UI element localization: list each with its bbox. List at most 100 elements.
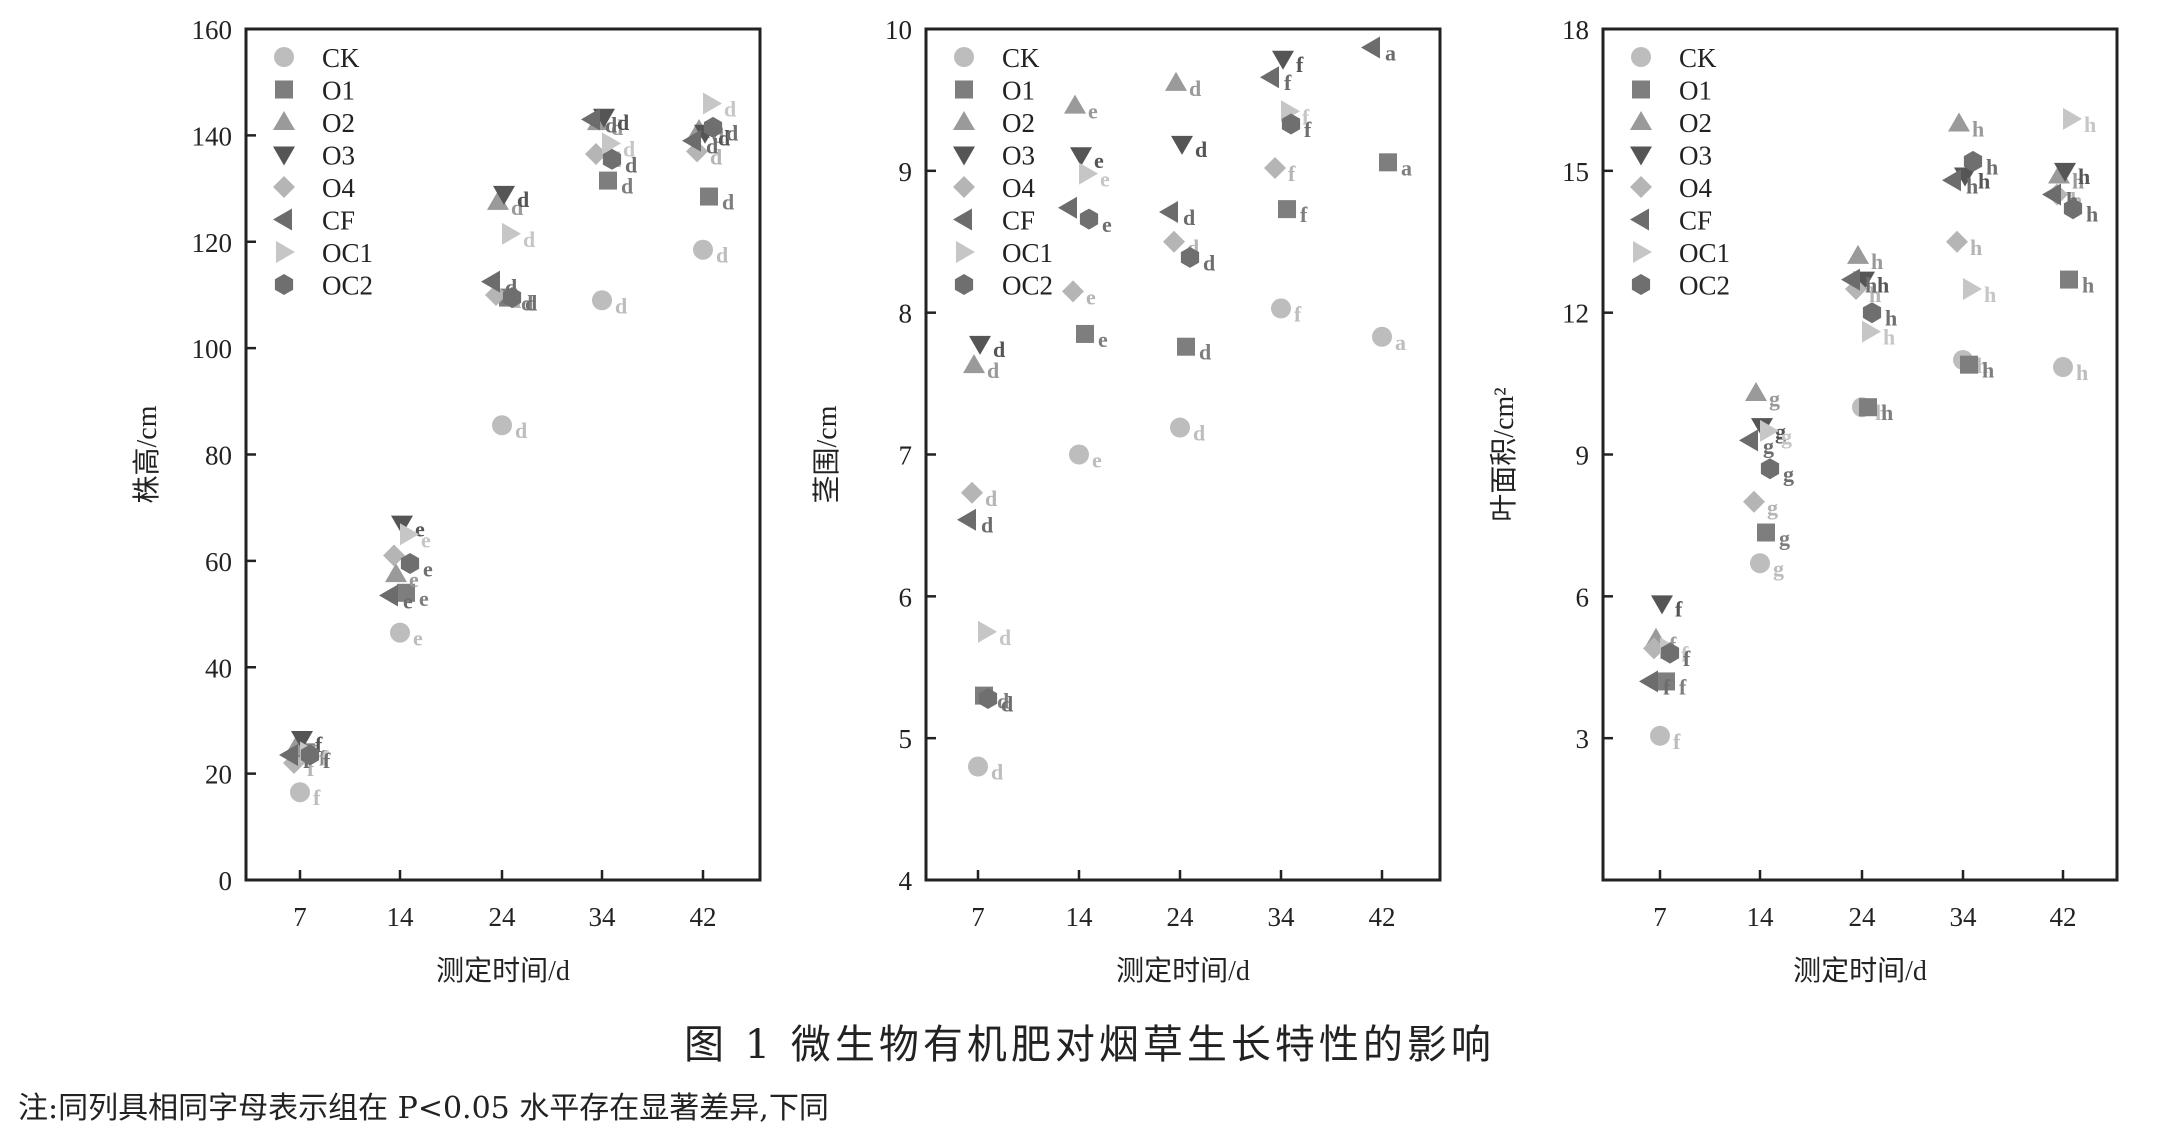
y-tick-label: 6 [899, 582, 913, 612]
significance-letter: d [726, 120, 738, 145]
significance-letter: d [605, 112, 617, 137]
legend-label: O2 [322, 108, 355, 138]
y-tick-label: 18 [1562, 15, 1589, 45]
significance-letter: d [525, 291, 537, 316]
significance-letter: h [1875, 400, 1887, 425]
data-point-oc1 [1963, 278, 1982, 301]
legend-label: CF [1679, 206, 1712, 236]
data-point-cf [1639, 670, 1658, 693]
data-point-cf [1361, 36, 1380, 59]
x-axis-label: 测定时间/d [1793, 955, 1927, 987]
data-point-o1 [599, 171, 617, 190]
data-point-oc2 [1660, 642, 1680, 664]
x-tick-label: 14 [1747, 902, 1775, 932]
data-point-oc2 [1281, 113, 1301, 135]
significance-letter: h [1982, 358, 1994, 383]
legend-label: OC2 [322, 271, 373, 301]
significance-letter: d [991, 760, 1003, 785]
significance-letter: e [413, 626, 423, 651]
significance-letter: h [1877, 273, 1889, 298]
legend-marker-oc2 [954, 274, 974, 295]
significance-letter: d [1199, 340, 1211, 365]
significance-letter: e [1102, 212, 1112, 237]
data-point-ck [1069, 444, 1089, 465]
significance-letter: f [1302, 104, 1310, 129]
legend-marker-o1 [275, 80, 293, 99]
data-point-ck [1372, 326, 1392, 347]
data-point-ck [1170, 417, 1190, 438]
x-tick-label: 24 [489, 902, 517, 932]
data-point-o1 [1757, 523, 1775, 542]
x-tick-label: 42 [1369, 902, 1396, 932]
significance-letter: d [515, 418, 527, 443]
y-tick-label: 80 [205, 441, 232, 471]
significance-letter: e [1088, 99, 1098, 124]
data-point-ck [1750, 553, 1770, 574]
data-point-o2 [1165, 71, 1187, 91]
significance-letter: d [716, 243, 728, 268]
data-point-cf [481, 270, 500, 293]
data-point-oc2 [502, 287, 522, 309]
data-point-cf [1739, 429, 1758, 452]
data-point-cf [1841, 268, 1860, 291]
significance-letter: f [1288, 161, 1296, 186]
data-point-o2 [385, 563, 407, 583]
data-point-o3 [1651, 595, 1673, 615]
y-tick-label: 10 [885, 15, 912, 45]
significance-letter: e [1098, 327, 1108, 352]
y-tick-label: 140 [192, 121, 233, 151]
data-point-oc2 [703, 116, 723, 138]
legend-marker-o4 [1630, 176, 1652, 198]
significance-letter: g [1779, 526, 1790, 551]
data-point-oc1 [1862, 320, 1881, 343]
y-tick-label: 9 [899, 157, 913, 187]
data-point-o3 [291, 731, 313, 751]
significance-letter: f [1663, 674, 1671, 699]
data-point-oc1 [703, 92, 722, 115]
data-point-cf [1942, 169, 1961, 192]
x-axis-label: 测定时间/d [1116, 955, 1250, 987]
legend-marker-o2 [1630, 111, 1652, 130]
data-point-oc2 [1079, 208, 1099, 230]
data-point-o2 [1745, 382, 1767, 402]
data-point-oc2 [978, 688, 998, 709]
significance-letter: h [2084, 112, 2096, 137]
significance-letter: h [1869, 282, 1881, 307]
significance-letter: e [419, 586, 429, 611]
data-point-oc1 [2063, 107, 2082, 130]
significance-letter: e [409, 567, 419, 592]
significance-letter: d [1203, 250, 1215, 275]
data-point-o2 [1948, 112, 1970, 132]
x-axis-label: 测定时间/d [436, 955, 570, 987]
y-tick-label: 12 [1562, 299, 1589, 329]
data-point-o3 [1171, 135, 1193, 155]
significance-letter: e [403, 588, 413, 613]
y-tick-label: 100 [192, 334, 233, 364]
y-tick-label: 60 [205, 547, 232, 577]
figure-note: 注:同列具相同字母表示组在 P<0.05 水平存在显著差异,下同 [18, 1091, 829, 1126]
significance-letter: f [307, 756, 315, 781]
data-point-oc2 [1862, 302, 1882, 324]
data-point-oc1 [602, 132, 621, 155]
y-tick-label: 40 [205, 653, 232, 683]
significance-letter: e [423, 557, 433, 582]
x-tick-label: 42 [690, 902, 717, 932]
data-point-o3 [1272, 50, 1294, 70]
legend-label: O3 [1679, 141, 1712, 171]
data-point-o3 [2054, 162, 2076, 182]
data-point-ck [1650, 725, 1670, 746]
legend-marker-o4 [953, 176, 975, 198]
data-point-ck [693, 239, 713, 260]
data-point-oc1 [1760, 419, 1779, 442]
data-point-cf [581, 108, 600, 131]
legend-label: CK [1002, 43, 1040, 73]
data-point-cf [2042, 183, 2061, 206]
data-point-o2 [1847, 244, 1869, 264]
data-point-cf [279, 744, 298, 767]
significance-letter: f [1300, 202, 1308, 227]
legend-marker-oc2 [274, 274, 294, 295]
data-point-o3 [493, 185, 515, 205]
significance-letter: f [1679, 674, 1687, 699]
